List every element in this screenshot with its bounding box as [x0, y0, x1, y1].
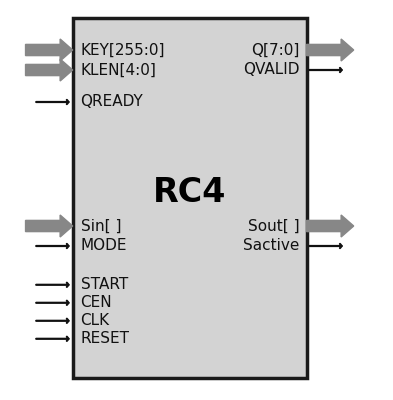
FancyArrow shape	[26, 39, 73, 61]
Text: RESET: RESET	[81, 331, 130, 346]
Text: MODE: MODE	[81, 238, 127, 254]
FancyArrow shape	[307, 215, 354, 237]
Text: Sout[ ]: Sout[ ]	[248, 218, 299, 234]
FancyArrow shape	[26, 215, 73, 237]
Text: Sactive: Sactive	[243, 238, 299, 254]
Text: QVALID: QVALID	[243, 62, 299, 78]
Text: Sin[ ]: Sin[ ]	[81, 218, 121, 234]
Text: QREADY: QREADY	[81, 94, 143, 110]
Text: START: START	[81, 277, 128, 292]
FancyArrow shape	[26, 59, 73, 81]
FancyArrow shape	[307, 39, 354, 61]
Text: RC4: RC4	[153, 176, 226, 208]
Text: Q[7:0]: Q[7:0]	[251, 42, 299, 58]
Bar	[73, 18, 307, 378]
Text: CLK: CLK	[81, 313, 110, 328]
Text: KLEN[4:0]: KLEN[4:0]	[81, 62, 156, 78]
Text: CEN: CEN	[81, 295, 112, 310]
Text: KEY[255:0]: KEY[255:0]	[81, 42, 165, 58]
